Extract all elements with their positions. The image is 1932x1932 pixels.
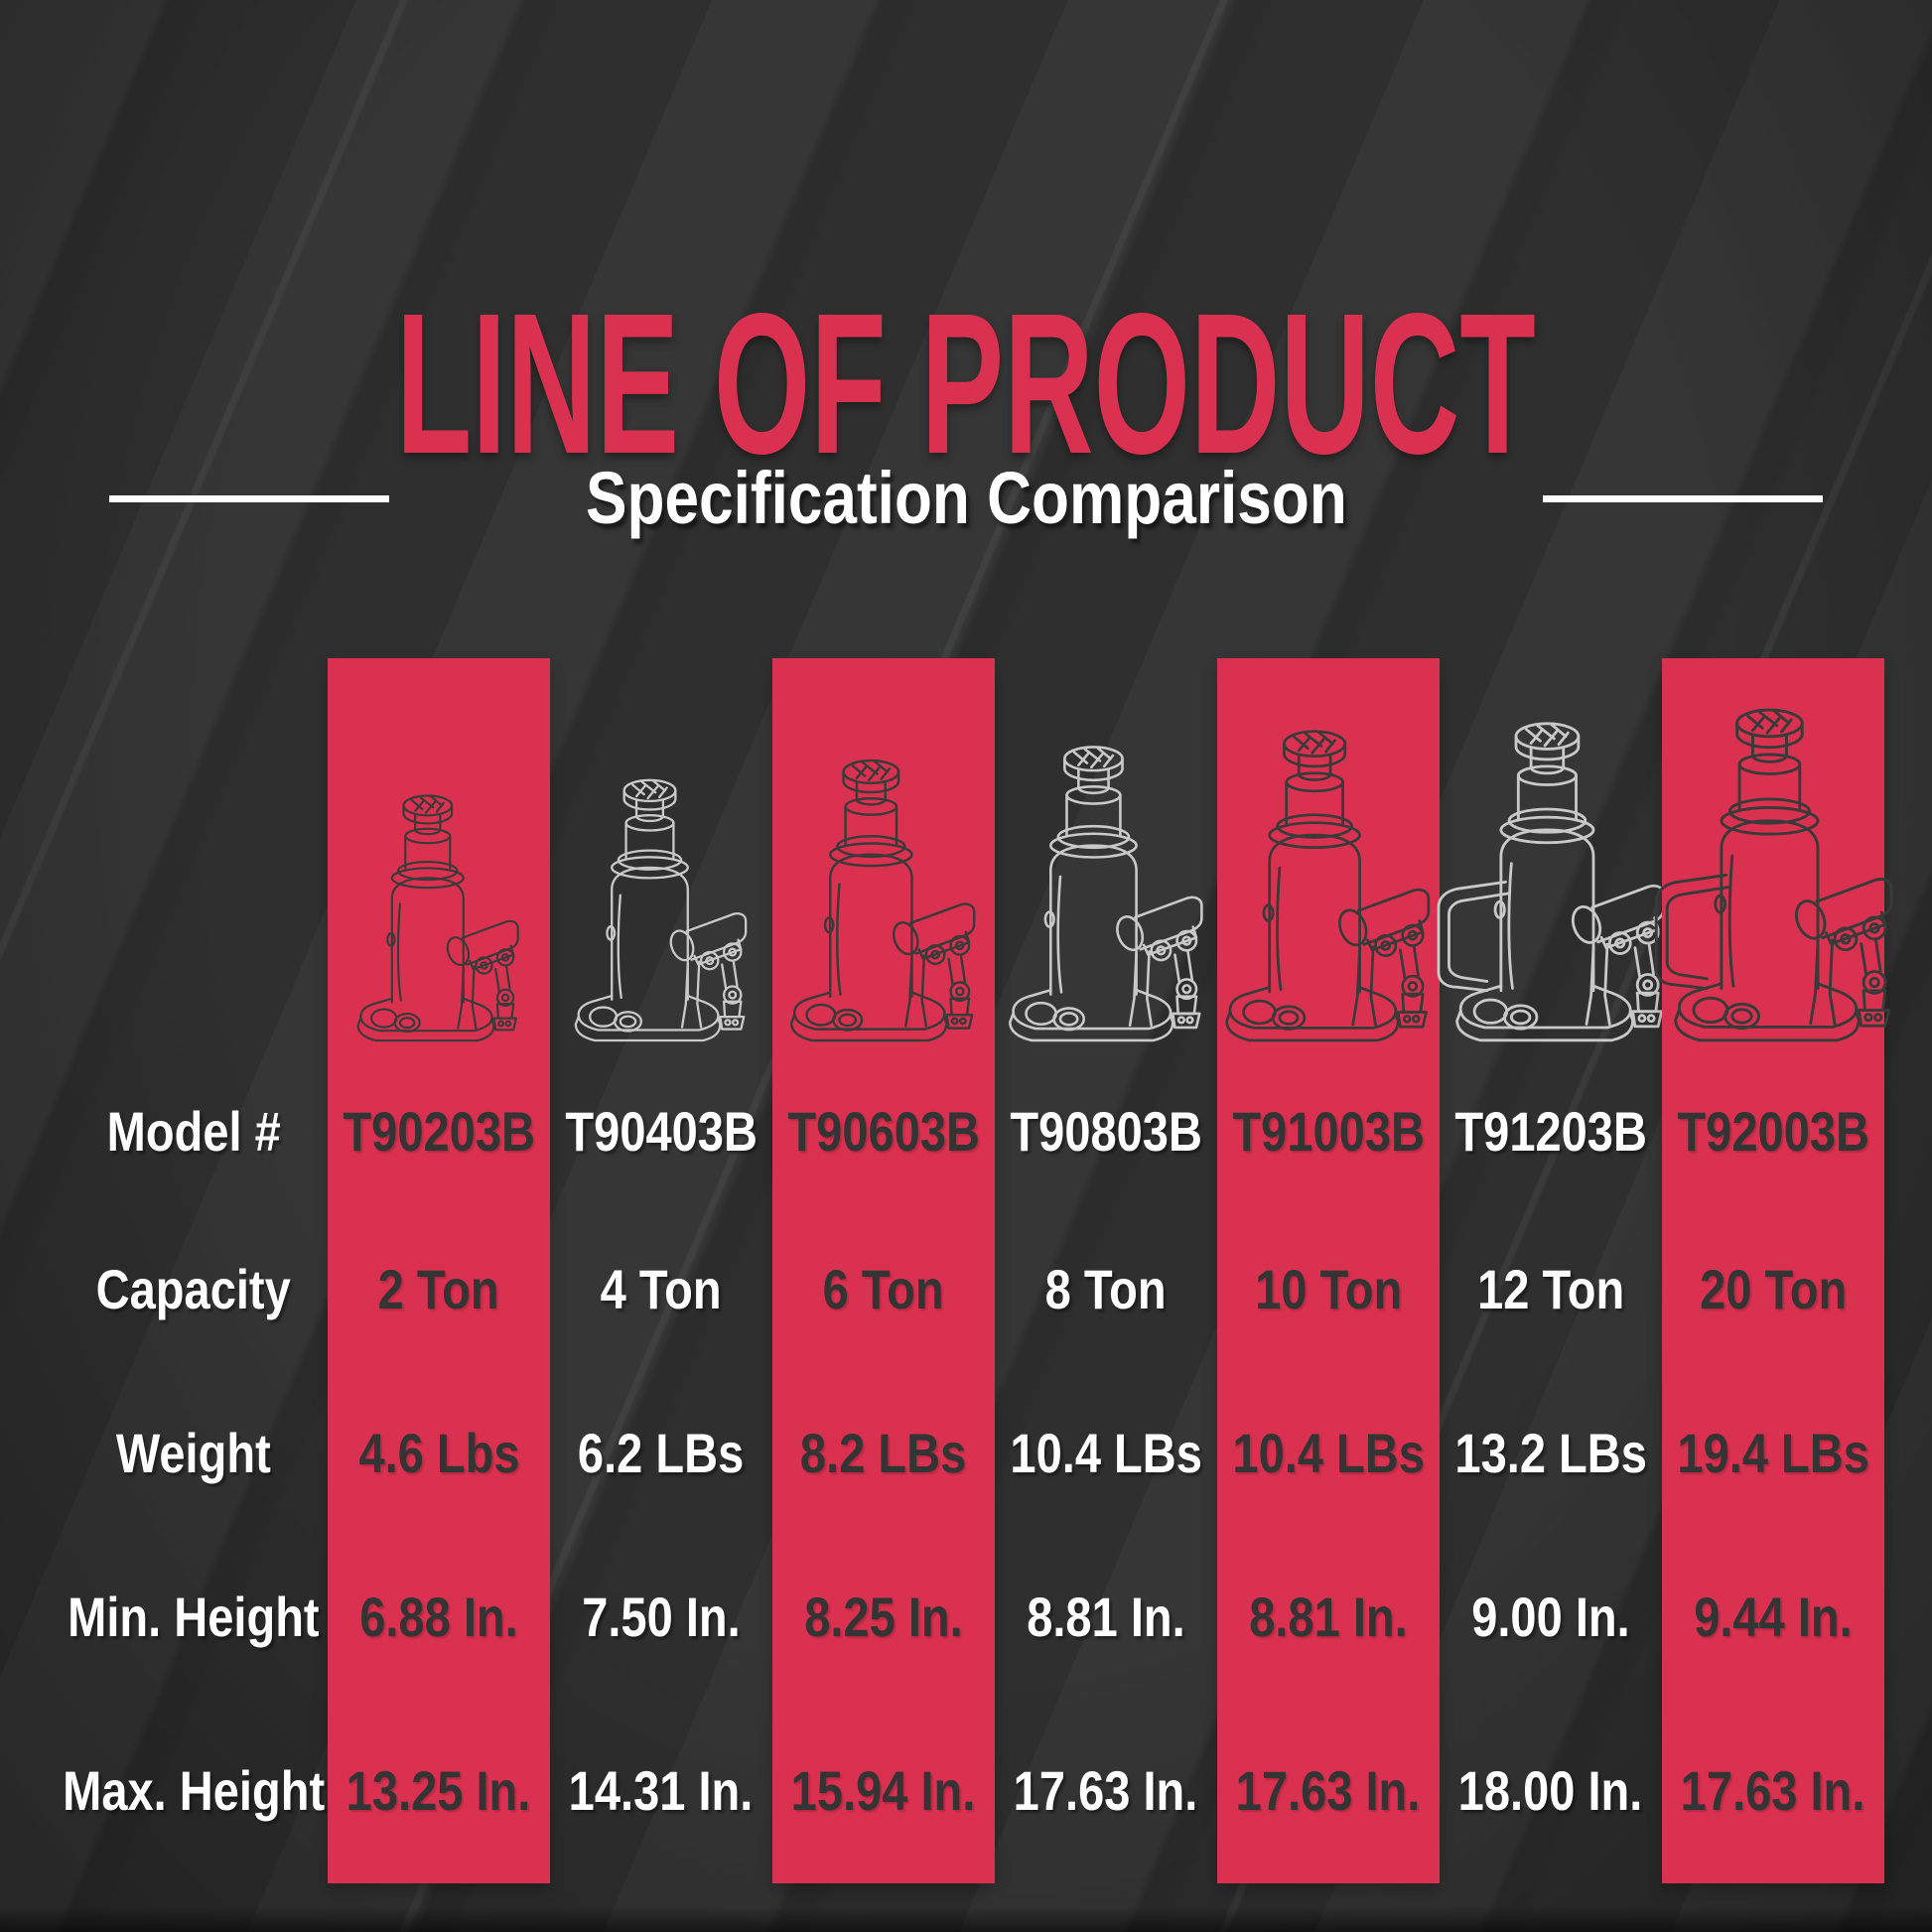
weight-cell: 13.2 LBs xyxy=(1454,1421,1647,1484)
min-height-cell: 8.81 In. xyxy=(1027,1585,1185,1648)
capacity-cell: 10 Ton xyxy=(1254,1257,1403,1320)
row-label-column: Model # Capacity Weight Min. Height Max.… xyxy=(60,658,328,1883)
jack-cell xyxy=(328,658,550,1055)
capacity-cell: 12 Ton xyxy=(1476,1257,1625,1320)
max-height-cell: 15.94 In. xyxy=(791,1759,976,1822)
jack-cell xyxy=(995,658,1217,1055)
jack-cell xyxy=(1662,658,1884,1055)
subtitle-row: Specification Comparison xyxy=(0,459,1932,538)
column-t91203b: T91203B 12 Ton 13.2 LBs 9.00 In. 18.00 I… xyxy=(1440,658,1662,1883)
model-cell: T92003B xyxy=(1677,1099,1869,1163)
bottle-jack-12ton-icon xyxy=(1440,718,1662,1041)
weight-cell: 10.4 LBs xyxy=(1010,1421,1202,1484)
jack-cell xyxy=(772,658,995,1055)
spec-comparison-table: Model # Capacity Weight Min. Height Max.… xyxy=(60,658,1884,1883)
min-height-cell: 6.88 In. xyxy=(359,1585,518,1648)
capacity-cell: 4 Ton xyxy=(601,1257,722,1320)
subtitle-right-rule xyxy=(1543,494,1824,502)
jack-cell xyxy=(1217,658,1440,1055)
column-t92003b: T92003B 20 Ton 19.4 LBs 9.44 In. 17.63 I… xyxy=(1662,658,1884,1883)
jack-cell xyxy=(1440,658,1662,1055)
row-label-min-height: Min. Height xyxy=(68,1585,320,1648)
max-height-cell: 13.25 In. xyxy=(346,1759,531,1822)
max-height-cell: 17.63 In. xyxy=(1681,1759,1865,1822)
spacer-cell xyxy=(60,658,328,1055)
column-t90403b: T90403B 4 Ton 6.2 LBs 7.50 In. 14.31 In. xyxy=(550,658,772,1883)
bottle-jack-10ton-icon xyxy=(1217,726,1440,1042)
capacity-cell: 20 Ton xyxy=(1699,1257,1848,1320)
model-cell: T90803B xyxy=(1010,1099,1202,1163)
weight-cell: 8.2 LBs xyxy=(800,1421,967,1484)
row-label-capacity: Capacity xyxy=(95,1257,292,1320)
min-height-cell: 7.50 In. xyxy=(582,1585,741,1648)
model-cell: T90603B xyxy=(787,1099,980,1163)
bottle-jack-6ton-icon xyxy=(772,756,995,1042)
weight-cell: 4.6 Lbs xyxy=(357,1421,520,1484)
column-t90603b: T90603B 6 Ton 8.2 LBs 8.25 In. 15.94 In. xyxy=(772,658,995,1883)
min-height-cell: 8.81 In. xyxy=(1249,1585,1408,1648)
max-height-cell: 18.00 In. xyxy=(1458,1759,1643,1822)
model-cell: T90403B xyxy=(565,1099,758,1163)
row-label-max-height: Max. Height xyxy=(63,1759,325,1822)
min-height-cell: 9.00 In. xyxy=(1471,1585,1630,1648)
min-height-cell: 9.44 In. xyxy=(1694,1585,1853,1648)
weight-cell: 19.4 LBs xyxy=(1677,1421,1869,1484)
subtitle-left-rule xyxy=(108,494,389,502)
model-cell: T90203B xyxy=(343,1099,535,1163)
column-t91003b: T91003B 10 Ton 10.4 LBs 8.81 In. 17.63 I… xyxy=(1217,658,1440,1883)
max-height-cell: 17.63 In. xyxy=(1236,1759,1421,1822)
capacity-cell: 2 Ton xyxy=(378,1257,499,1320)
jack-cell xyxy=(550,658,772,1055)
row-label-model: Model # xyxy=(106,1099,281,1163)
weight-cell: 6.2 LBs xyxy=(578,1421,745,1484)
column-t90803b: T90803B 8 Ton 10.4 LBs 8.81 In. 17.63 In… xyxy=(995,658,1217,1883)
bottle-jack-2ton-icon xyxy=(328,791,550,1042)
bottle-jack-8ton-icon xyxy=(995,742,1217,1042)
min-height-cell: 8.25 In. xyxy=(804,1585,963,1648)
bottle-jack-4ton-icon xyxy=(550,775,772,1042)
weight-cell: 10.4 LBs xyxy=(1232,1421,1425,1484)
subtitle: Specification Comparison xyxy=(585,457,1347,539)
row-label-weight: Weight xyxy=(116,1421,271,1484)
max-height-cell: 17.63 In. xyxy=(1014,1759,1198,1822)
bottle-jack-20ton-icon xyxy=(1662,704,1884,1041)
capacity-cell: 8 Ton xyxy=(1045,1257,1167,1320)
capacity-cell: 6 Ton xyxy=(823,1257,944,1320)
page-title: LINE OF PRODUCT xyxy=(0,283,1932,483)
page-title-text: LINE OF PRODUCT xyxy=(395,271,1537,496)
model-cell: T91203B xyxy=(1454,1099,1647,1163)
column-t90203b: T90203B 2 Ton 4.6 Lbs 6.88 In. 13.25 In. xyxy=(328,658,550,1883)
model-cell: T91003B xyxy=(1232,1099,1425,1163)
max-height-cell: 14.31 In. xyxy=(569,1759,754,1822)
